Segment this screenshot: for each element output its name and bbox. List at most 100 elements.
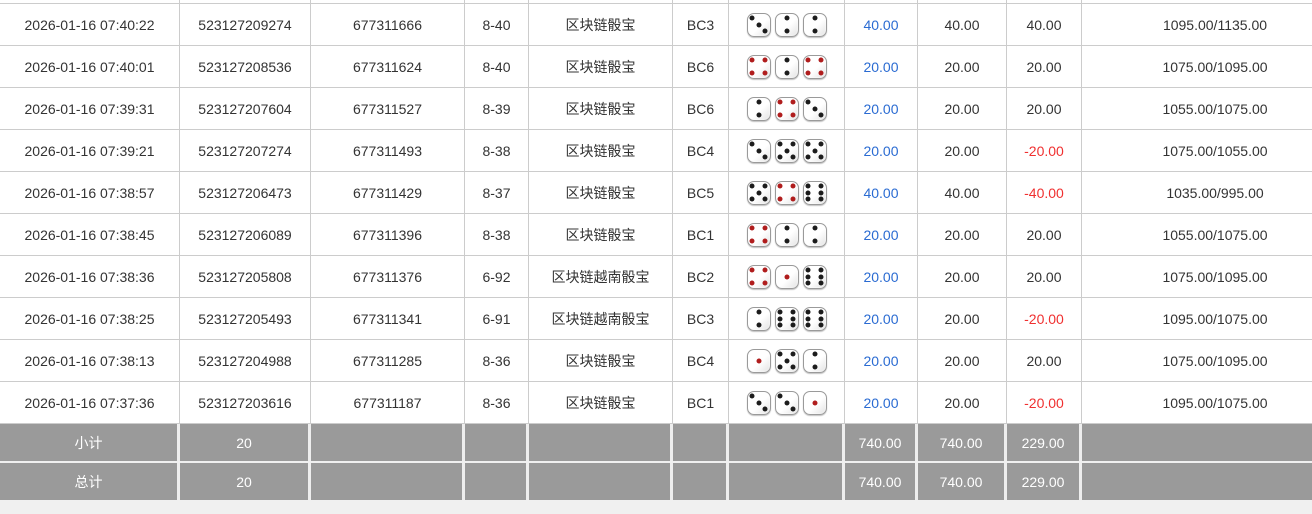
- cell-period: 8-40: [465, 46, 529, 87]
- die-4-icon: [774, 96, 799, 121]
- cell-game: 区块链骰宝: [529, 214, 673, 255]
- cell-bet[interactable]: 20.00: [845, 298, 918, 339]
- cell-win: 20.00: [1007, 88, 1082, 129]
- dice-result: [746, 306, 827, 331]
- die-6-icon: [802, 306, 827, 331]
- subtotal-valid-amount: 740.00: [918, 424, 1007, 461]
- dice-result: [746, 264, 827, 289]
- cell-bet[interactable]: 40.00: [845, 172, 918, 213]
- cell-dice: [729, 46, 845, 87]
- table-row: 2026-01-16 07:39:31 523127207604 677311527…: [0, 88, 1312, 130]
- cell-period: 8-37: [465, 172, 529, 213]
- dice-result: [746, 12, 827, 37]
- cell-draw_no: 677311341: [311, 298, 465, 339]
- cell-game: 区块链越南骰宝: [529, 256, 673, 297]
- cell-time: 2026-01-16 07:37:36: [0, 382, 180, 423]
- cell-period: 8-39: [465, 88, 529, 129]
- cell-balance: 1075.00/1095.00: [1162, 268, 1268, 285]
- cell-time: 2026-01-16 07:39:21: [0, 130, 180, 171]
- cell-game: 区块链骰宝: [529, 340, 673, 381]
- cell-balance: 1075.00/1095.00: [1162, 58, 1268, 75]
- dice-result: [746, 138, 827, 163]
- cell-balance: 1035.00/995.00: [1166, 184, 1264, 201]
- cell-play: BC2: [673, 256, 729, 297]
- cell-draw_no: 677311376: [311, 256, 465, 297]
- cell-game: 区块链骰宝: [529, 130, 673, 171]
- cell-bet_no: 523127206473: [180, 172, 311, 213]
- cell-time: 2026-01-16 07:40:22: [0, 4, 180, 45]
- cell-time: 2026-01-16 07:39:31: [0, 88, 180, 129]
- total-row: 总计 20 740.00 740.00 229.00: [0, 463, 1312, 500]
- cell-balance: 1095.00/1075.00: [1162, 394, 1268, 411]
- die-2-icon: [746, 96, 771, 121]
- cell-dice: [729, 298, 845, 339]
- cell-bet[interactable]: 20.00: [845, 340, 918, 381]
- cell-bet_no: 523127204988: [180, 340, 311, 381]
- cell-bet[interactable]: 20.00: [845, 88, 918, 129]
- total-empty-cell: [311, 463, 465, 500]
- die-3-icon: [774, 390, 799, 415]
- cell-bet_no: 523127205808: [180, 256, 311, 297]
- die-2-icon: [746, 306, 771, 331]
- total-bet-amount: 740.00: [845, 463, 918, 500]
- cell-bet[interactable]: 20.00: [845, 382, 918, 423]
- cell-time: 2026-01-16 07:38:13: [0, 340, 180, 381]
- die-5-icon: [774, 348, 799, 373]
- die-4-icon: [802, 54, 827, 79]
- subtotal-count: 20: [180, 424, 311, 461]
- cell-valid: 20.00: [918, 88, 1007, 129]
- cell-draw_no: 677311666: [311, 4, 465, 45]
- cell-period: 8-40: [465, 4, 529, 45]
- cell-bet[interactable]: 20.00: [845, 46, 918, 87]
- cell-dice: [729, 214, 845, 255]
- cell-balance: 1055.00/1075.00: [1162, 226, 1268, 243]
- cell-bet_no: 523127205493: [180, 298, 311, 339]
- cell-bet_no: 523127208536: [180, 46, 311, 87]
- table-row: 2026-01-16 07:38:13 523127204988 677311285…: [0, 340, 1312, 382]
- die-2-icon: [774, 54, 799, 79]
- cell-dice: [729, 4, 845, 45]
- cell-balance: 1075.00/1095.00: [1162, 352, 1268, 369]
- dice-result: [746, 180, 827, 205]
- cell-draw_no: 677311396: [311, 214, 465, 255]
- dice-result: [746, 390, 827, 415]
- die-2-icon: [802, 222, 827, 247]
- subtotal-bet-amount: 740.00: [845, 424, 918, 461]
- cell-period: 8-38: [465, 214, 529, 255]
- cell-win: 20.00: [1007, 340, 1082, 381]
- die-2-icon: [774, 12, 799, 37]
- die-6-icon: [802, 180, 827, 205]
- subtotal-empty-cell: [729, 424, 845, 461]
- cell-bet[interactable]: 20.00: [845, 256, 918, 297]
- clipped-row-top-strip: [0, 0, 1312, 4]
- cell-play: BC4: [673, 130, 729, 171]
- cell-bet[interactable]: 20.00: [845, 130, 918, 171]
- cell-period: 8-36: [465, 340, 529, 381]
- cell-valid: 20.00: [918, 298, 1007, 339]
- die-2-icon: [802, 348, 827, 373]
- cell-win: 40.00: [1007, 4, 1082, 45]
- subtotal-label: 小计: [0, 424, 180, 461]
- cell-draw_no: 677311285: [311, 340, 465, 381]
- cell-win: -20.00: [1007, 382, 1082, 423]
- table-row: 2026-01-16 07:38:36 523127205808 677311376…: [0, 256, 1312, 298]
- subtotal-win-amount: 229.00: [1007, 424, 1082, 461]
- cell-dice: [729, 130, 845, 171]
- bet-records-table: 2026-01-16 07:40:22 523127209274 677311666…: [0, 4, 1312, 424]
- total-valid-amount: 740.00: [918, 463, 1007, 500]
- dice-result: [746, 54, 827, 79]
- cell-bet[interactable]: 20.00: [845, 214, 918, 255]
- cell-bet[interactable]: 40.00: [845, 4, 918, 45]
- die-4-icon: [746, 264, 771, 289]
- total-empty-cell: [529, 463, 673, 500]
- cell-dice: [729, 256, 845, 297]
- die-1-icon: [774, 264, 799, 289]
- dice-result: [746, 348, 827, 373]
- cell-draw_no: 677311429: [311, 172, 465, 213]
- cell-game: 区块链骰宝: [529, 382, 673, 423]
- cell-play: BC6: [673, 88, 729, 129]
- die-5-icon: [802, 138, 827, 163]
- cell-dice: [729, 382, 845, 423]
- table-row: 2026-01-16 07:38:57 523127206473 677311429…: [0, 172, 1312, 214]
